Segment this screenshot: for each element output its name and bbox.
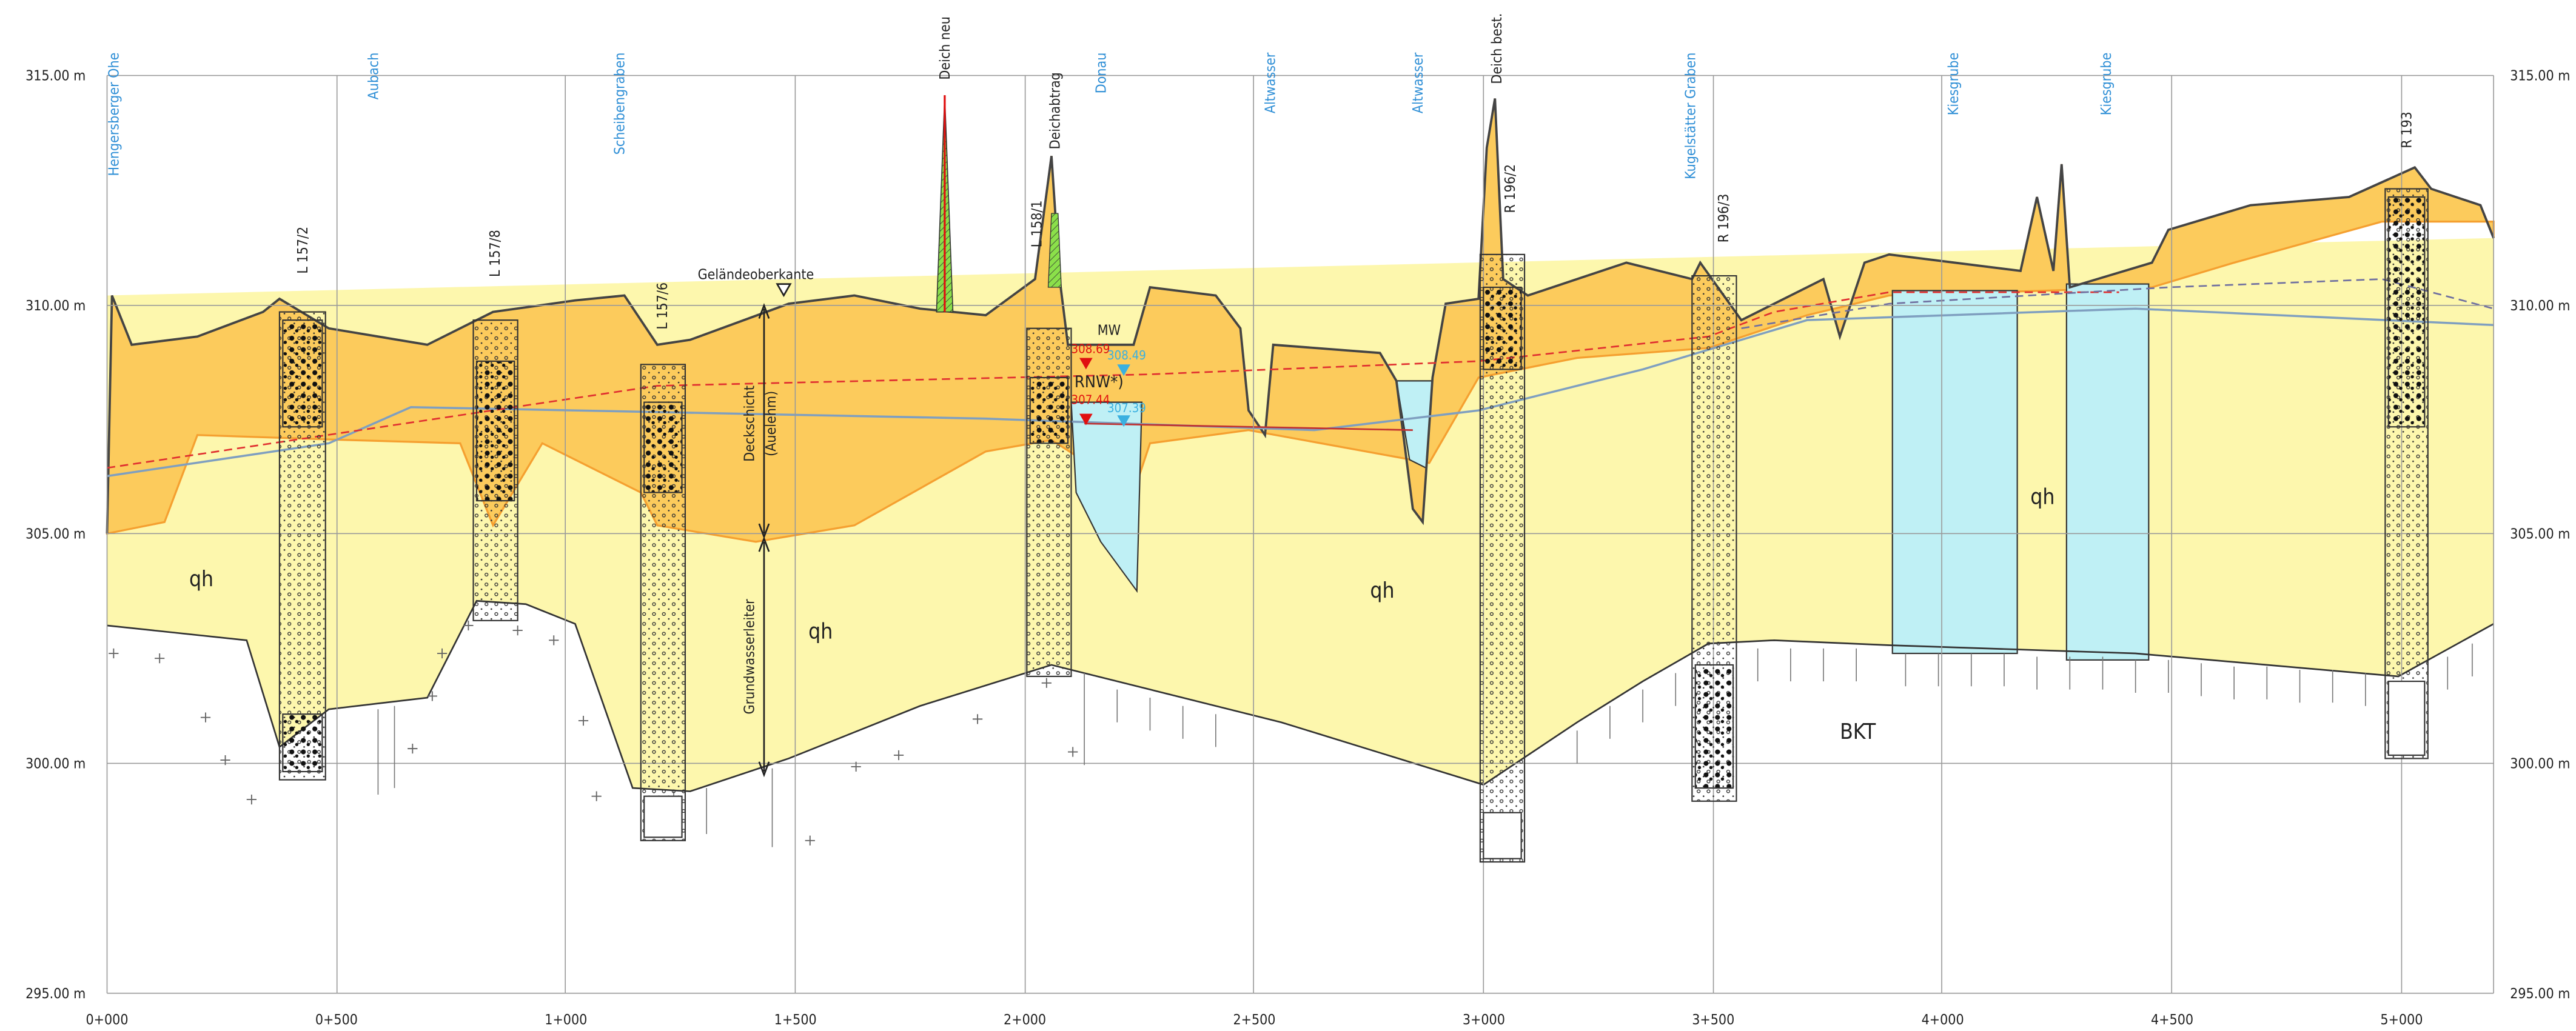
station-label: 2+000 bbox=[1004, 1012, 1046, 1028]
unit-label: qh bbox=[2030, 485, 2054, 510]
water-level: 308.69 bbox=[1071, 341, 1110, 356]
watercourse-label: Kugelstätter Graben bbox=[1683, 53, 1699, 179]
watercourse-label: Altwasser bbox=[1263, 52, 1278, 113]
elevation-label-right: 310.00 m bbox=[2510, 298, 2570, 314]
elevation-label: 310.00 m bbox=[25, 298, 86, 314]
station-labels: 0+000 0+500 1+000 1+500 2+000 2+500 3+000 3+500… bbox=[86, 1012, 2423, 1028]
elevation-label: 305.00 m bbox=[25, 526, 86, 542]
watercourse-label: Kiesgrube bbox=[2099, 53, 2115, 116]
unit-label: qh bbox=[1370, 578, 1394, 603]
borehole-label: L 157/8 bbox=[488, 230, 503, 277]
borehole-label: L 157/2 bbox=[295, 227, 311, 274]
watercourse-label: Scheibengraben bbox=[612, 53, 628, 155]
water-level: 307.44 bbox=[1071, 392, 1110, 407]
bedrock-label: BKT bbox=[1840, 719, 1876, 744]
water-level: 307.39 bbox=[1107, 401, 1146, 415]
elevation-label: 295.00 m bbox=[25, 986, 86, 1002]
station-label: 3+000 bbox=[1463, 1012, 1505, 1028]
watercourse-label: Hengersberger Ohe bbox=[106, 53, 122, 176]
water-level: 308.49 bbox=[1107, 348, 1146, 362]
station-label: 2+500 bbox=[1233, 1012, 1275, 1028]
aquifer-label: Grundwasserleiter bbox=[742, 599, 758, 715]
watercourse-label: Donau bbox=[1093, 53, 1109, 94]
elevation-label-right: 300.00 m bbox=[2510, 756, 2570, 772]
elevation-label: 300.00 m bbox=[25, 756, 86, 772]
borehole-label: R 196/2 bbox=[1503, 164, 1518, 213]
watercourse-label: Altwasser bbox=[1410, 52, 1426, 113]
mw-label: MW bbox=[1098, 323, 1121, 339]
cover-material-label: (Auelehm) bbox=[763, 391, 779, 456]
station-label: 5+000 bbox=[2380, 1012, 2423, 1028]
structure-label: Deich best. bbox=[1489, 13, 1505, 84]
borehole-label: R 196/3 bbox=[1716, 194, 1732, 243]
station-label: 0+500 bbox=[315, 1012, 358, 1028]
station-label: 4+500 bbox=[2151, 1012, 2193, 1028]
unit-label: qh bbox=[189, 567, 213, 592]
elevation-label-right: 315.00 m bbox=[2510, 68, 2570, 84]
station-label: 4+000 bbox=[1922, 1012, 1964, 1028]
elevation-label-right: 305.00 m bbox=[2510, 526, 2570, 542]
ground-surface-label: Geländeoberkante bbox=[698, 267, 814, 282]
unit-label: qh bbox=[808, 619, 833, 644]
elevation-label-right: 295.00 m bbox=[2510, 986, 2570, 1002]
watercourse-label: Aubach bbox=[366, 53, 381, 100]
structure-label: Deichabtrag bbox=[1048, 72, 1064, 149]
borehole-label: L 158/1 bbox=[1030, 200, 1045, 247]
station-label: 1+500 bbox=[774, 1012, 817, 1028]
structure-label: Deich neu bbox=[937, 16, 953, 80]
watercourse-label: Kiesgrube bbox=[1946, 53, 1962, 116]
page: {"axis":{"elevation_labels":["315.00 m",… bbox=[0, 0, 2576, 1031]
borehole-label: L 157/6 bbox=[655, 282, 671, 330]
station-label: 0+000 bbox=[86, 1012, 128, 1028]
cover-layer-label: Deckschicht bbox=[742, 385, 758, 462]
elevation-label: 315.00 m bbox=[25, 68, 86, 84]
profile-drawing: 315.00 m 310.00 m 305.00 m 300.00 m 295.… bbox=[0, 0, 2576, 1031]
borehole-label: R 193 bbox=[2400, 112, 2415, 148]
station-label: 1+000 bbox=[545, 1012, 587, 1028]
station-label: 3+500 bbox=[1692, 1012, 1734, 1028]
rnw-label: RNW*) bbox=[1075, 373, 1124, 392]
